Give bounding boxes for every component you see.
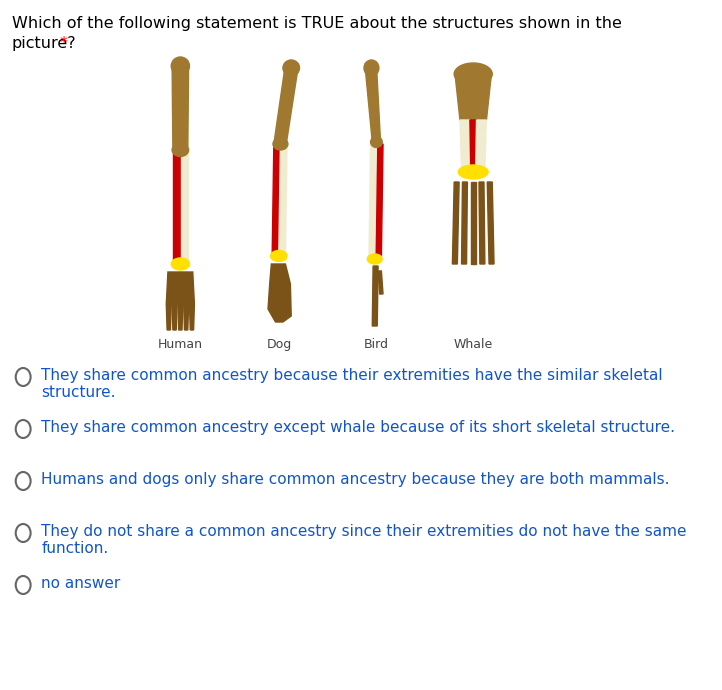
Ellipse shape xyxy=(271,250,287,262)
Ellipse shape xyxy=(364,60,379,76)
Polygon shape xyxy=(460,120,471,170)
Polygon shape xyxy=(461,182,467,264)
Polygon shape xyxy=(166,272,194,304)
Text: Human: Human xyxy=(158,338,203,351)
Ellipse shape xyxy=(172,144,188,157)
Polygon shape xyxy=(268,264,291,322)
Text: They share common ancestry because their extremities have the similar skeletal
s: They share common ancestry because their… xyxy=(41,368,663,400)
Polygon shape xyxy=(279,144,287,254)
Polygon shape xyxy=(453,182,459,264)
Text: Dog: Dog xyxy=(267,338,292,351)
Polygon shape xyxy=(272,144,280,254)
Polygon shape xyxy=(378,271,383,294)
Text: Bird: Bird xyxy=(364,338,389,351)
Text: no answer: no answer xyxy=(41,576,121,591)
Text: Whale: Whale xyxy=(453,338,493,351)
Ellipse shape xyxy=(273,138,288,150)
Polygon shape xyxy=(178,304,183,330)
Polygon shape xyxy=(479,182,485,264)
Polygon shape xyxy=(470,120,477,170)
Polygon shape xyxy=(373,266,378,326)
Ellipse shape xyxy=(454,63,492,85)
Ellipse shape xyxy=(171,57,189,75)
Polygon shape xyxy=(487,182,494,264)
Text: Which of the following statement is TRUE about the structures shown in the: Which of the following statement is TRUE… xyxy=(12,16,622,31)
Ellipse shape xyxy=(458,165,488,179)
Polygon shape xyxy=(476,120,487,170)
Polygon shape xyxy=(369,144,376,257)
Text: They share common ancestry except whale because of its short skeletal structure.: They share common ancestry except whale … xyxy=(41,420,675,435)
Ellipse shape xyxy=(283,60,300,76)
Polygon shape xyxy=(189,304,194,330)
Polygon shape xyxy=(166,304,171,330)
Polygon shape xyxy=(181,150,188,262)
Ellipse shape xyxy=(367,254,382,264)
Text: Humans and dogs only share common ancestry because they are both mammals.: Humans and dogs only share common ancest… xyxy=(41,472,670,487)
Polygon shape xyxy=(172,64,188,150)
Polygon shape xyxy=(172,304,177,330)
Text: They do not share a common ancestry since their extremities do not have the same: They do not share a common ancestry sinc… xyxy=(41,524,687,556)
Polygon shape xyxy=(173,150,180,262)
Polygon shape xyxy=(455,74,492,120)
Polygon shape xyxy=(183,304,188,330)
Ellipse shape xyxy=(171,258,189,270)
Polygon shape xyxy=(471,182,476,264)
Text: picture?: picture? xyxy=(12,36,77,51)
Ellipse shape xyxy=(370,137,382,148)
Polygon shape xyxy=(274,64,299,144)
Polygon shape xyxy=(365,64,380,142)
Polygon shape xyxy=(375,144,383,257)
Text: *: * xyxy=(56,36,69,51)
